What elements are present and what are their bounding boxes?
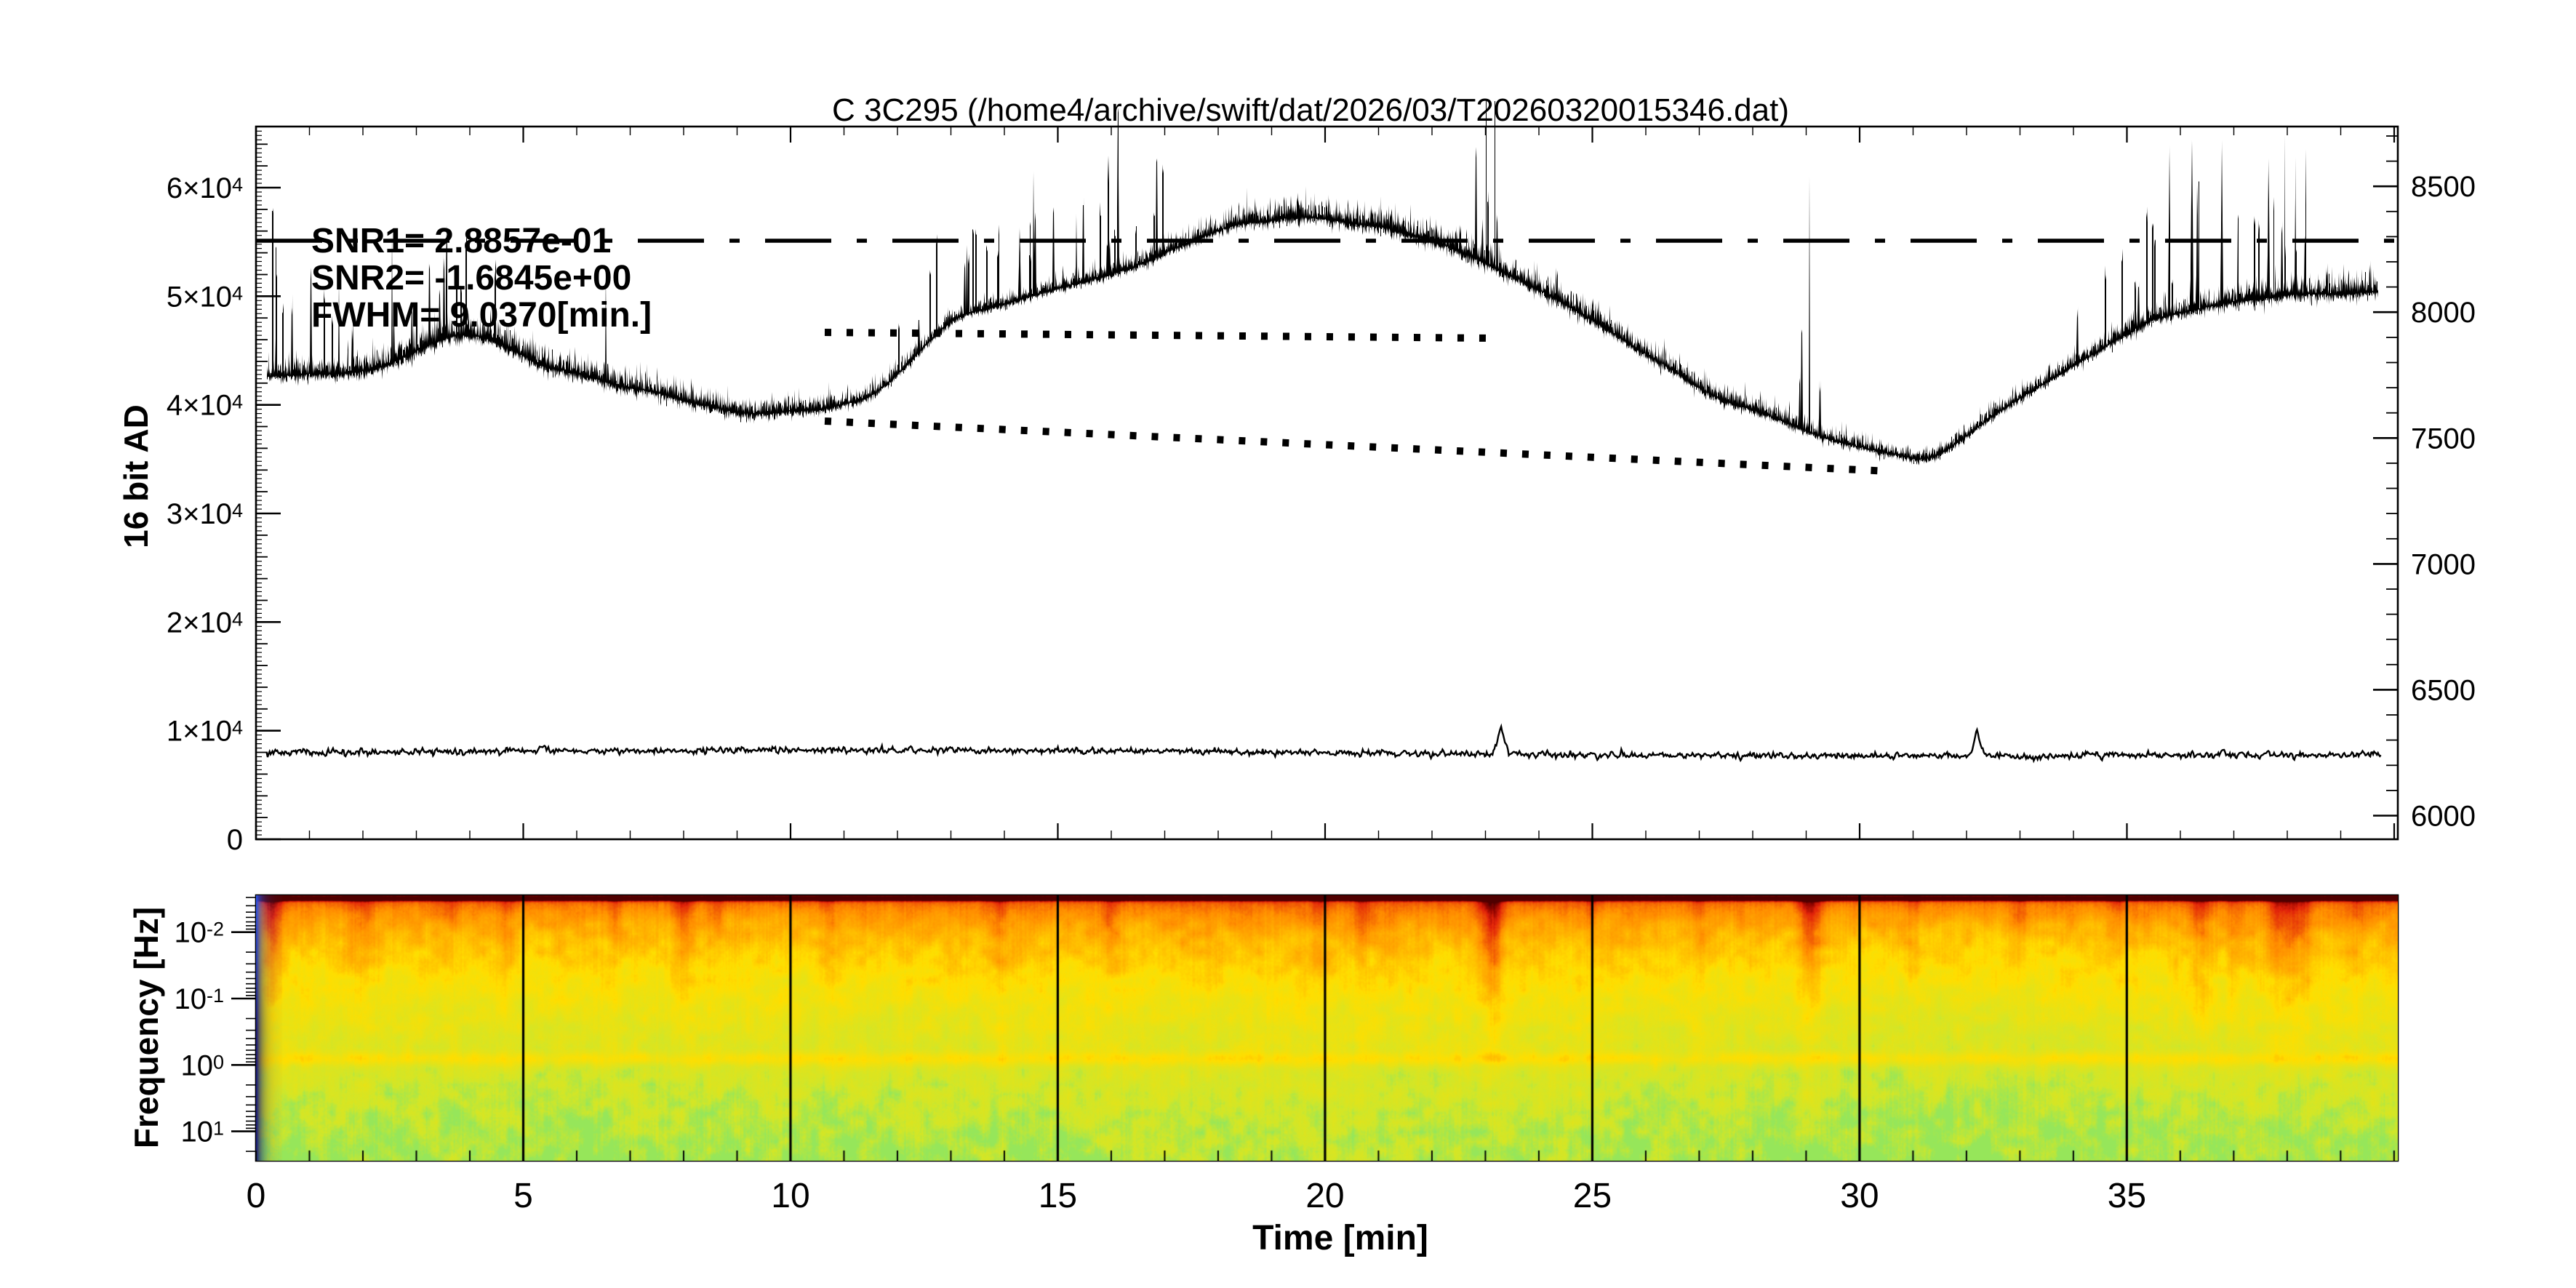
svg-text:4×104: 4×104 <box>167 390 243 422</box>
svg-text:1×104: 1×104 <box>167 716 243 748</box>
svg-text:2×104: 2×104 <box>167 607 243 639</box>
svg-text:5: 5 <box>513 1177 533 1215</box>
svg-text:6500: 6500 <box>2411 674 2476 706</box>
svg-text:6×104: 6×104 <box>167 172 243 204</box>
svg-text:SNR1= 2.8857e-01: SNR1= 2.8857e-01 <box>311 222 611 260</box>
svg-text:6000: 6000 <box>2411 801 2476 833</box>
svg-text:7000: 7000 <box>2411 548 2476 580</box>
svg-text:8500: 8500 <box>2411 171 2476 203</box>
svg-text:15: 15 <box>1039 1177 1077 1215</box>
svg-text:Time [min]: Time [min] <box>1252 1219 1428 1257</box>
svg-text:20: 20 <box>1305 1177 1344 1215</box>
svg-text:16 bit AD: 16 bit AD <box>117 404 155 548</box>
svg-text:0: 0 <box>227 824 243 856</box>
svg-text:30: 30 <box>1840 1177 1879 1215</box>
svg-text:25: 25 <box>1573 1177 1612 1215</box>
svg-text:3×104: 3×104 <box>167 498 243 530</box>
svg-text:SNR2= -1.6845e+00: SNR2= -1.6845e+00 <box>311 259 631 297</box>
svg-text:5×104: 5×104 <box>167 281 243 313</box>
svg-text:FWHM= 9.0370[min.]: FWHM= 9.0370[min.] <box>311 296 652 335</box>
svg-text:0: 0 <box>247 1177 266 1215</box>
svg-text:Frequency [Hz]: Frequency [Hz] <box>127 907 165 1148</box>
svg-text:8000: 8000 <box>2411 297 2476 329</box>
svg-text:10: 10 <box>771 1177 809 1215</box>
svg-text:C 3C295 (/home4/archive/sw: C 3C295 (/home4/archive/swift/dat/2026/0… <box>832 92 1789 128</box>
svg-text:7500: 7500 <box>2411 423 2476 455</box>
svg-text:35: 35 <box>2108 1177 2146 1215</box>
